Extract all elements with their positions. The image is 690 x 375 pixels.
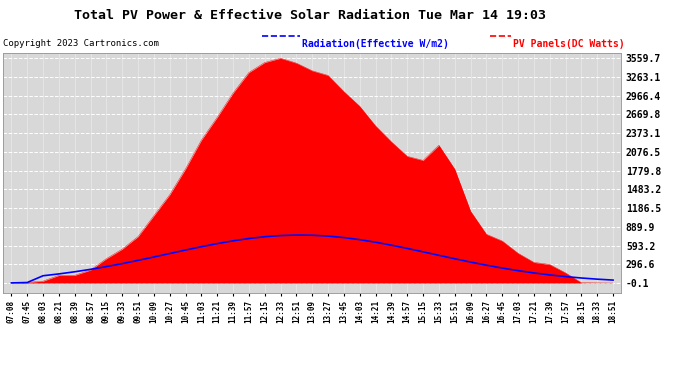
Text: Total PV Power & Effective Solar Radiation Tue Mar 14 19:03: Total PV Power & Effective Solar Radiati…	[75, 9, 546, 22]
Text: PV Panels(DC Watts): PV Panels(DC Watts)	[513, 39, 624, 50]
Text: Copyright 2023 Cartronics.com: Copyright 2023 Cartronics.com	[3, 39, 159, 48]
Text: Radiation(Effective W/m2): Radiation(Effective W/m2)	[302, 39, 449, 50]
